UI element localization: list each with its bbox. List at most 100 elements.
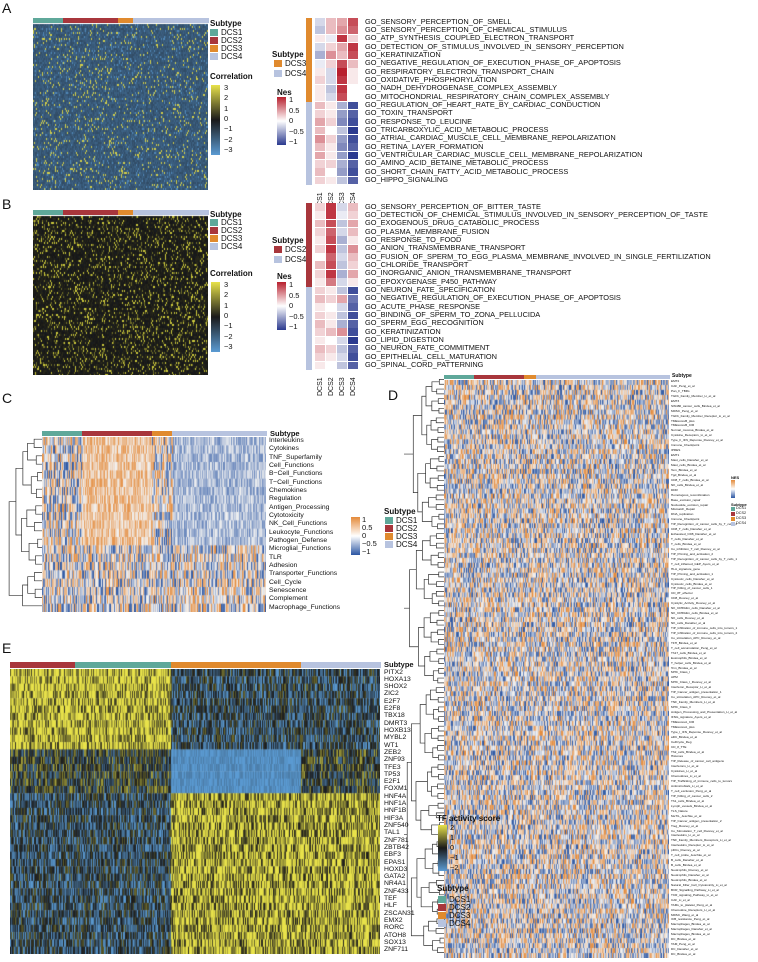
panel-b-nes-cell <box>337 228 348 236</box>
dendrogram-branch <box>431 824 440 835</box>
panel-e-legend-label-dcs3: DCS3 <box>449 911 471 920</box>
panel-a-nes-cell <box>337 26 348 35</box>
panel-a-nes-cell <box>326 176 337 185</box>
panel-e-row-label: ZIC2 <box>384 690 399 698</box>
scale-tick-label: 2 <box>224 93 229 103</box>
dendrogram-branch <box>428 574 439 585</box>
panel-a-nes-cell <box>348 34 359 43</box>
panel-a-go-term: GO_REGULATION_OF_HEART_RATE_BY_CARDIAC_C… <box>365 100 601 109</box>
panel-b-nes-cell <box>326 269 337 278</box>
panel-b-nes-cell <box>348 311 359 320</box>
panel-d-row-dendrogram <box>404 379 444 953</box>
panel-a-row-subtype-cell <box>306 143 312 152</box>
dendrogram-branch <box>437 398 444 404</box>
dendrogram-branch <box>409 569 419 648</box>
dendrogram-branch <box>437 446 444 453</box>
dendrogram-branch <box>418 627 425 667</box>
panel-d-legend-label-dcs4: DCS4 <box>736 521 747 525</box>
dendrogram-branch <box>428 805 439 816</box>
panel-d-row-label: Antigen_Processing_and_Presentation_Li_e… <box>671 709 738 714</box>
panel-b-go-term: GO_NEURON_FATE_SPECIFICATION <box>365 285 495 294</box>
panel-b-row-subtype-cell <box>306 203 312 212</box>
panel-d-row-label: Immune_Checkpoint <box>671 443 700 448</box>
dendrogram-branch <box>436 388 444 395</box>
panel-a-nes-cell <box>337 143 348 151</box>
panel-d-row-label: TMEscoreB_plus <box>671 418 695 423</box>
dendrogram-branch <box>431 439 438 450</box>
panel-a-nes-cell <box>337 118 348 126</box>
panel-c-legend-swatch-dcs1 <box>385 517 393 524</box>
panel-b-go-term: GO_EPITHELIAL_CELL_MATURATION <box>365 351 497 361</box>
panel-e-row-label: PITX2 <box>384 668 403 676</box>
panel-e-row-label: HNF1B <box>384 807 407 815</box>
panel-c-row-label: Microglial_Functions <box>269 545 331 553</box>
panel-e-row-label: ZSCAN31 <box>384 909 415 917</box>
panel-e-row-label: SHOX2 <box>384 683 408 691</box>
panel-e-row-label: HOXA13 <box>384 675 411 683</box>
panel-d-row-label: T_cell_accumulation_Peng_et_al <box>671 645 717 650</box>
panel-b-nes-cell <box>337 219 348 228</box>
panel-b-nes-cell <box>348 294 359 303</box>
panel-b-nes-cell <box>326 353 337 362</box>
dendrogram-branch <box>436 465 444 472</box>
dendrogram-branch <box>428 920 437 932</box>
panel-a-go-term: GO_RESPIRATORY_ELECTRON_TRANSPORT_CHAIN <box>365 66 554 76</box>
scale-tick-label: 0.5 <box>289 290 300 300</box>
panel-d-row-label: TIP_Priming_and_activation_1 <box>671 571 714 576</box>
dendrogram-branch <box>436 542 444 549</box>
panel-d-row-label: Mismatch_Repair <box>671 507 696 512</box>
panel-a-gsea-subtype-title: Subtype <box>272 50 304 59</box>
panel-a-legend-swatch-dcs2 <box>210 37 218 44</box>
panel-c-row-label: Adhesion <box>269 562 298 569</box>
panel-a-nes-cell <box>326 76 337 85</box>
panel-b-row-subtype-cell <box>306 361 312 371</box>
panel-d-row-label: Exhausted_CD8_Danaher_et_al <box>671 532 716 537</box>
panel-b-subtype-bar <box>33 210 209 215</box>
panel-b-nes-cell <box>337 261 348 270</box>
dendrogram-branch <box>415 781 428 821</box>
panel-b-legend-swatch-dcs1 <box>210 219 218 226</box>
dendrogram-branch <box>430 554 439 566</box>
subtype-segment-dcs4 <box>301 662 381 668</box>
panel-c-legend-swatch-dcs4 <box>385 541 393 548</box>
panel-a-row-subtype-cell <box>306 118 312 127</box>
panel-b-nes-cell <box>315 261 326 270</box>
panel-b-nes-cell <box>348 261 359 270</box>
panel-a-row-subtype-cell <box>306 93 312 102</box>
panel-a-nes-cell <box>348 143 359 151</box>
panel-d-row-label: TGFb_Family_Member_Li_et_al <box>671 393 716 398</box>
panel-d-row-label: CD8_Rooney_et_al <box>671 596 699 601</box>
panel-a-nes-cell <box>326 84 337 93</box>
panel-b-nes-cell <box>315 336 326 345</box>
panel-a-row-subtype-cell <box>306 68 312 77</box>
dendrogram-branch <box>431 786 438 797</box>
panel-d-row-label: APM <box>671 675 678 680</box>
subtype-segment-dcs3 <box>524 375 537 379</box>
dendrogram-branch <box>34 588 42 598</box>
panel-d-row-label: Interferons_Li_et_al <box>671 764 699 769</box>
panel-b-nes-cell <box>348 269 359 278</box>
dendrogram-branch <box>435 494 444 501</box>
panel-a-row-subtype-cell <box>306 109 312 119</box>
dendrogram-branch <box>425 694 434 715</box>
panel-c-legend-label-dcs2: DCS2 <box>396 524 418 533</box>
panel-a-row-subtype-cell <box>306 101 312 111</box>
panel-e-row-label: HIF3A <box>384 814 404 822</box>
panel-d-row-label: Interleukins_Receptor_Li_et_al <box>671 843 714 848</box>
panel-b-nes-cell <box>315 244 326 253</box>
panel-a-nes-cell <box>315 84 326 93</box>
panel-a-nes-cell <box>315 109 326 118</box>
panel-d-row-label: Cytokines_Li_et_al <box>671 769 698 774</box>
dendrogram-branch <box>438 610 444 616</box>
scale-tick-label: −1 <box>224 321 233 331</box>
dendrogram-branch <box>406 761 412 908</box>
panel-b-row-subtype-cell <box>306 261 312 271</box>
dendrogram-branch <box>432 843 439 855</box>
panel-d-row-label: Neutrophils_Danaher_et_al <box>671 873 709 878</box>
panel-a-go-term: GO_AMINO_ACID_BETAINE_METABOLIC_PROCESS <box>365 158 549 168</box>
panel-d-row-label: B_cells_Danaher_et_al <box>671 858 703 863</box>
panel-a-row-subtype-cell <box>306 134 312 144</box>
dendrogram-branch <box>15 467 23 536</box>
dendrogram-branch <box>415 550 425 590</box>
panel-c-legend-swatch-dcs3 <box>385 533 393 540</box>
